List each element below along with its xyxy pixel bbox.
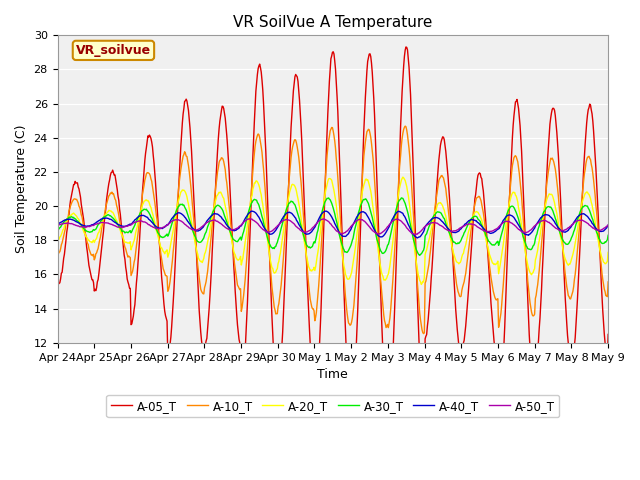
A-05_T [420, 422, 428, 428]
A-30_T [63, 216, 71, 222]
A-40_T [401, 213, 408, 219]
A-20_T [417, 282, 425, 288]
A-30_T [176, 201, 184, 207]
Line: A-50_T: A-50_T [58, 219, 608, 234]
A-05_T [120, 252, 128, 258]
A-40_T [413, 235, 421, 241]
A-20_T [54, 239, 61, 245]
A-50_T [246, 216, 253, 222]
A-50_T [401, 222, 408, 228]
A-30_T [401, 199, 408, 204]
Line: A-30_T: A-30_T [58, 198, 608, 255]
A-40_T [604, 222, 612, 228]
A-10_T [63, 215, 71, 221]
A-20_T [401, 176, 408, 182]
Line: A-10_T: A-10_T [58, 126, 608, 334]
X-axis label: Time: Time [317, 368, 348, 381]
A-30_T [205, 220, 213, 226]
A-20_T [399, 174, 407, 180]
Text: VR_soilvue: VR_soilvue [76, 44, 151, 57]
A-05_T [402, 44, 410, 50]
A-10_T [604, 279, 612, 285]
A-10_T [176, 173, 184, 179]
A-50_T [54, 223, 61, 228]
A-10_T [401, 123, 409, 129]
A-50_T [417, 228, 425, 234]
A-50_T [176, 218, 184, 224]
Line: A-40_T: A-40_T [58, 211, 608, 238]
A-30_T [417, 251, 425, 257]
A-50_T [604, 222, 612, 228]
A-40_T [205, 216, 213, 221]
A-05_T [54, 284, 61, 289]
A-05_T [400, 63, 408, 69]
A-50_T [63, 220, 71, 226]
Line: A-05_T: A-05_T [58, 47, 608, 425]
A-10_T [54, 252, 61, 258]
Legend: A-05_T, A-10_T, A-20_T, A-30_T, A-40_T, A-50_T: A-05_T, A-10_T, A-20_T, A-30_T, A-40_T, … [106, 395, 559, 417]
Title: VR SoilVue A Temperature: VR SoilVue A Temperature [233, 15, 433, 30]
A-30_T [416, 252, 424, 258]
A-50_T [412, 231, 420, 237]
A-05_T [604, 332, 612, 337]
A-30_T [397, 195, 405, 201]
A-30_T [120, 229, 128, 235]
A-20_T [417, 279, 424, 285]
A-40_T [120, 224, 128, 229]
A-40_T [417, 232, 425, 238]
A-30_T [604, 232, 612, 238]
A-20_T [120, 238, 128, 244]
A-10_T [400, 127, 408, 132]
A-20_T [205, 233, 213, 239]
A-20_T [176, 192, 184, 198]
A-10_T [120, 241, 128, 247]
A-05_T [417, 376, 424, 382]
A-05_T [205, 306, 213, 312]
A-40_T [176, 210, 184, 216]
A-20_T [63, 217, 71, 223]
A-10_T [420, 331, 428, 336]
A-05_T [63, 225, 71, 230]
A-50_T [120, 224, 128, 230]
A-05_T [176, 157, 184, 163]
A-50_T [205, 218, 213, 224]
A-10_T [417, 317, 424, 323]
A-20_T [604, 250, 612, 255]
Line: A-20_T: A-20_T [58, 177, 608, 285]
A-30_T [54, 228, 61, 234]
A-40_T [54, 221, 61, 227]
A-40_T [63, 216, 71, 222]
A-10_T [205, 254, 213, 260]
Y-axis label: Soil Temperature (C): Soil Temperature (C) [15, 125, 28, 253]
A-40_T [322, 208, 330, 214]
